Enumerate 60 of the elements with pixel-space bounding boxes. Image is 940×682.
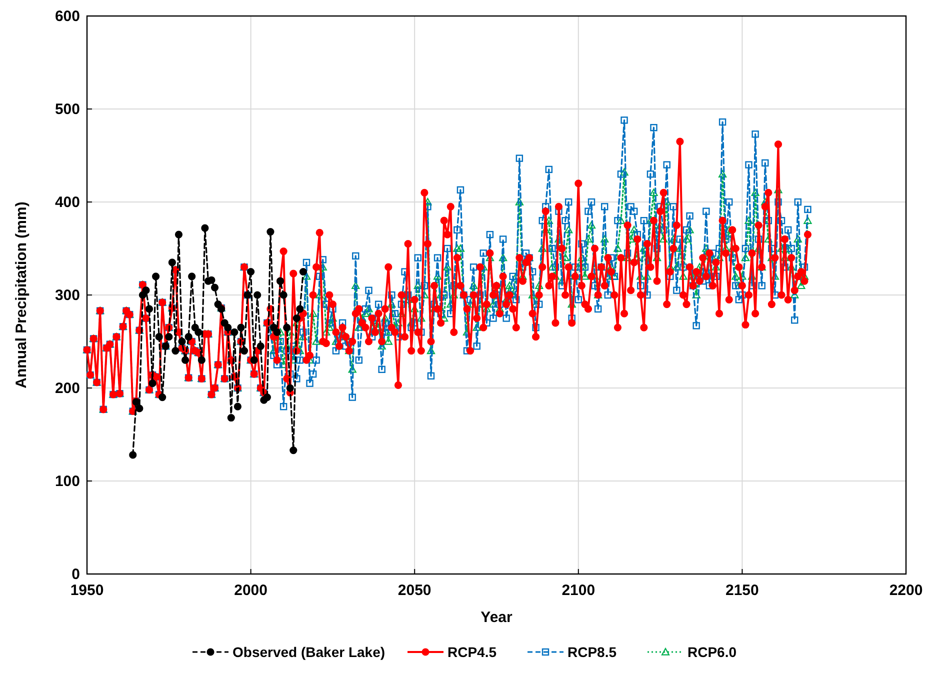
point [299, 268, 308, 276]
y-tick-label: 400 [54, 194, 80, 211]
point [181, 356, 190, 364]
point [263, 394, 271, 402]
y-tick-label: 500 [54, 101, 80, 118]
point [158, 394, 166, 402]
point [148, 380, 156, 388]
point [266, 228, 274, 236]
legend-label: Observed (Baker Lake) [232, 644, 386, 660]
point [283, 324, 291, 332]
point [152, 272, 160, 280]
point [188, 272, 196, 280]
y-tick-label: 200 [54, 380, 80, 397]
y-tick-label: 300 [54, 287, 80, 304]
point [256, 342, 264, 350]
point [247, 268, 255, 276]
y-tick-label: 0 [72, 566, 80, 583]
point [286, 384, 294, 392]
point [208, 276, 216, 284]
point [155, 333, 163, 341]
point [292, 314, 300, 322]
point [168, 258, 176, 266]
point [194, 328, 202, 336]
point [210, 284, 219, 292]
x-tick-label: 2100 [562, 582, 596, 599]
point [273, 328, 281, 336]
y-axis-title: Annual Precipitation (mm) [13, 202, 30, 388]
point [184, 333, 192, 341]
point [142, 286, 150, 294]
x-tick-label: 1950 [70, 582, 104, 599]
point [178, 338, 186, 346]
point [198, 356, 206, 364]
point [136, 404, 144, 412]
y-tick-label: 100 [54, 473, 80, 490]
point [174, 230, 183, 238]
y-tick-label: 600 [54, 8, 80, 25]
x-tick-label: 2000 [234, 582, 268, 599]
legend-label: RCP8.5 [568, 644, 617, 660]
point [224, 324, 232, 332]
x-tick-label: 2050 [398, 582, 432, 599]
point [227, 414, 235, 422]
point [250, 356, 258, 364]
point [237, 324, 245, 332]
point [240, 347, 248, 355]
point [230, 328, 238, 336]
point [290, 446, 298, 454]
point [145, 305, 154, 313]
point [172, 347, 180, 355]
point [296, 305, 304, 313]
point [165, 333, 173, 341]
legend-label: RCP4.5 [448, 644, 497, 660]
point [201, 224, 209, 232]
point [254, 291, 262, 299]
point [280, 291, 288, 299]
x-tick-label: 2150 [726, 582, 759, 599]
x-axis-title: Year [480, 609, 513, 626]
point [129, 451, 137, 459]
legend-label: RCP6.0 [688, 644, 737, 660]
x-tick-label: 2200 [889, 582, 923, 599]
point [234, 402, 242, 410]
